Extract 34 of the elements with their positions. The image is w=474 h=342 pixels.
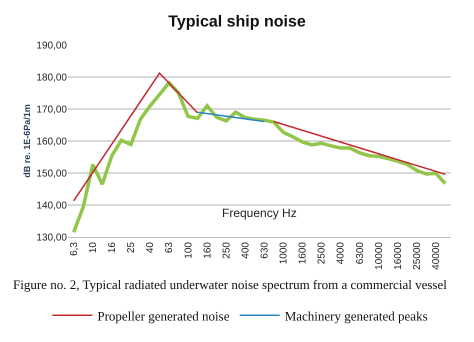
x-tick-label: 630 [260,242,271,259]
x-tick-label: 4000 [336,242,347,264]
x-tick-label: 40 [145,242,156,254]
x-tick-label: 63 [164,242,176,254]
y-tick-label: 180,00 [36,72,68,84]
x-tick-label: 25000 [412,242,423,270]
x-axis-title: Frequency Hz [222,206,297,220]
x-tick-label: 40000 [431,242,442,270]
y-tick-label: 170,00 [36,104,68,116]
x-tick-label: 6,3 [68,242,80,256]
legend-label: Machinery generated peaks [284,308,428,324]
line-series [72,81,448,234]
x-tick-label: 16000 [392,242,404,270]
y-tick-label: 150,00 [36,168,68,180]
y-tick-label: 160,00 [36,136,68,148]
x-tick-label: 1600 [298,242,309,264]
x-tick-label: 2500 [316,242,328,264]
y-axis-title: dB re. 1E-6Pa/1m [22,104,32,178]
legend-label: Propeller generated noise [97,308,230,324]
x-tick-label: 10 [88,242,100,254]
y-tick-label: 130,00 [36,232,68,244]
x-tick-label: 10000 [374,242,385,270]
x-tick-label: 1000 [278,242,290,264]
x-tick-label: 160 [202,242,214,259]
y-tick-label: 190,00 [36,40,68,52]
chart-title: Typical ship noise [168,14,306,31]
y-tick-label: 140,00 [36,200,68,212]
x-tick-label: 400 [240,242,252,259]
x-tick-label: 16 [107,242,118,254]
x-tick-label: 25 [126,242,138,254]
x-tick-label: 6300 [354,242,366,264]
x-tick-label: 100 [183,242,194,259]
x-tick-label: 250 [221,242,232,259]
text: Figure no. 2, Typical radiated underwater noise spectrum from a commercial vessel [13,277,448,292]
